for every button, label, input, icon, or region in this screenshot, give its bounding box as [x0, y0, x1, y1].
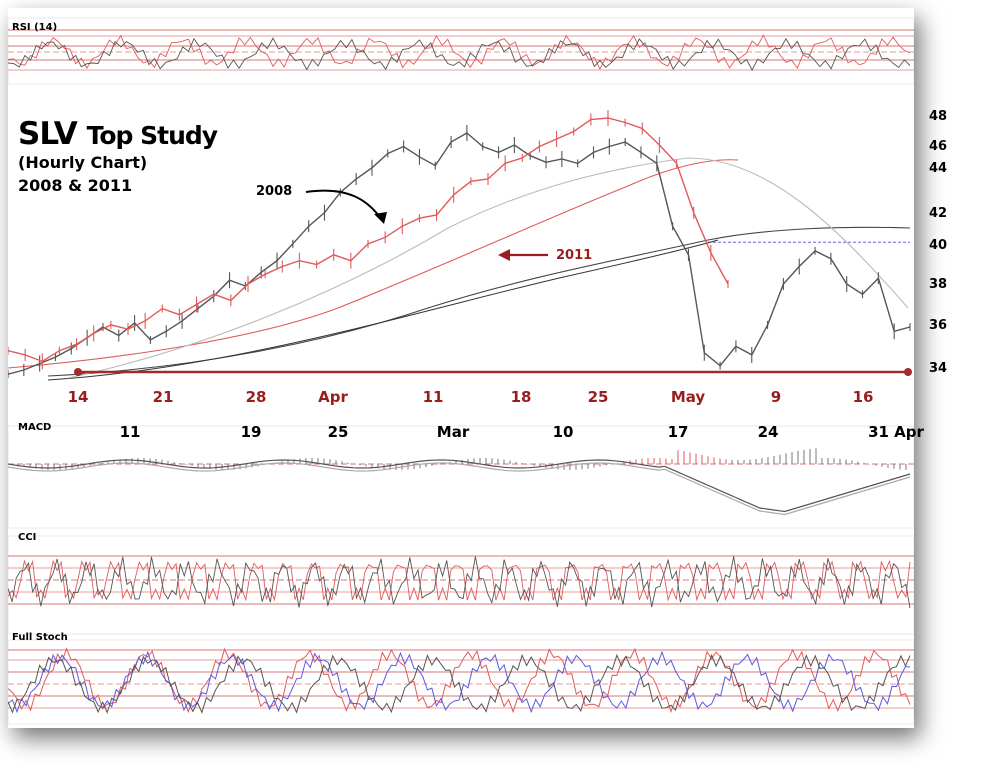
title-main: SLV: [18, 116, 78, 152]
annotation-2011: 2011: [556, 248, 593, 263]
x-tick-label-2011: Apr: [318, 388, 348, 406]
x-tick-label-2011: 14: [67, 388, 89, 406]
stoch-line-2008: [8, 653, 911, 714]
y-tick-label: 36: [929, 318, 948, 333]
macd-label: MACD: [18, 422, 52, 433]
support-dot-left: [74, 368, 82, 376]
chart-canvas: [8, 17, 914, 725]
rsi-line-2011: [8, 34, 911, 71]
chart-card: RSI (14) MACD CCI Full Stoch SLV Top Stu…: [8, 8, 947, 728]
y-tick-label: 34: [929, 361, 948, 376]
chart-years: 2008 & 2011: [18, 176, 133, 195]
x-tick-label-2008: 11: [119, 423, 141, 441]
x-tick-label-2008: 25: [327, 423, 349, 441]
macd-signal-line: [8, 462, 911, 516]
cci-panel-frame: [8, 535, 914, 635]
support-dot-right: [904, 368, 912, 376]
stoch-panel-frame: [8, 639, 914, 725]
x-tick-label-2011: 28: [245, 388, 267, 406]
stoch-label: Full Stoch: [12, 632, 68, 643]
x-tick-label-2008: 24: [757, 423, 779, 441]
x-tick-label-2008: 19: [240, 423, 262, 441]
y-tick-label: 44: [929, 161, 948, 176]
macd-line: [8, 459, 911, 513]
cci-line-2011: [8, 559, 911, 602]
cci-label: CCI: [18, 532, 37, 543]
y-tick-label: 48: [929, 109, 948, 124]
x-tick-label-2008: Mar: [436, 423, 470, 441]
ma-50-2008: [67, 157, 909, 379]
chart-title: SLV Top Study: [18, 116, 218, 152]
y-tick-label: 40: [929, 238, 948, 253]
x-tick-label-2011: 9: [770, 388, 782, 406]
chart-subtitle: (Hourly Chart): [18, 153, 148, 172]
y-tick-label: 46: [929, 139, 948, 154]
arrow-2008: [305, 189, 383, 221]
title-rest: Top Study: [86, 121, 218, 150]
rsi-label: RSI (14): [12, 22, 58, 33]
x-tick-label-2011: 21: [152, 388, 174, 406]
cci-line-2008: [8, 556, 911, 609]
x-tick-label-2011: 18: [510, 388, 532, 406]
arrowhead-2011: [498, 249, 510, 261]
annotation-2008: 2008: [256, 184, 293, 199]
rsi-line-2008: [8, 37, 911, 71]
x-tick-label-2011: 25: [587, 388, 609, 406]
x-tick-label-2011: May: [670, 388, 706, 406]
x-tick-label-2011: 16: [852, 388, 874, 406]
x-tick-label-2008: 10: [552, 423, 574, 441]
x-tick-label-2011: 11: [422, 388, 444, 406]
y-tick-label: 38: [929, 277, 948, 292]
x-tick-label-2008: 17: [667, 423, 689, 441]
y-tick-label: 42: [929, 206, 948, 221]
rsi-panel-frame: [8, 17, 914, 85]
ma-50-2011: [8, 159, 739, 369]
ma-200-2008: [47, 226, 911, 377]
macd-panel-frame: [8, 425, 914, 529]
ma-long-2011: [47, 239, 719, 381]
series-line-2008: [8, 132, 911, 375]
arrowhead-2008: [374, 212, 387, 224]
x-tick-label-2008: 31 Apr: [868, 423, 924, 441]
